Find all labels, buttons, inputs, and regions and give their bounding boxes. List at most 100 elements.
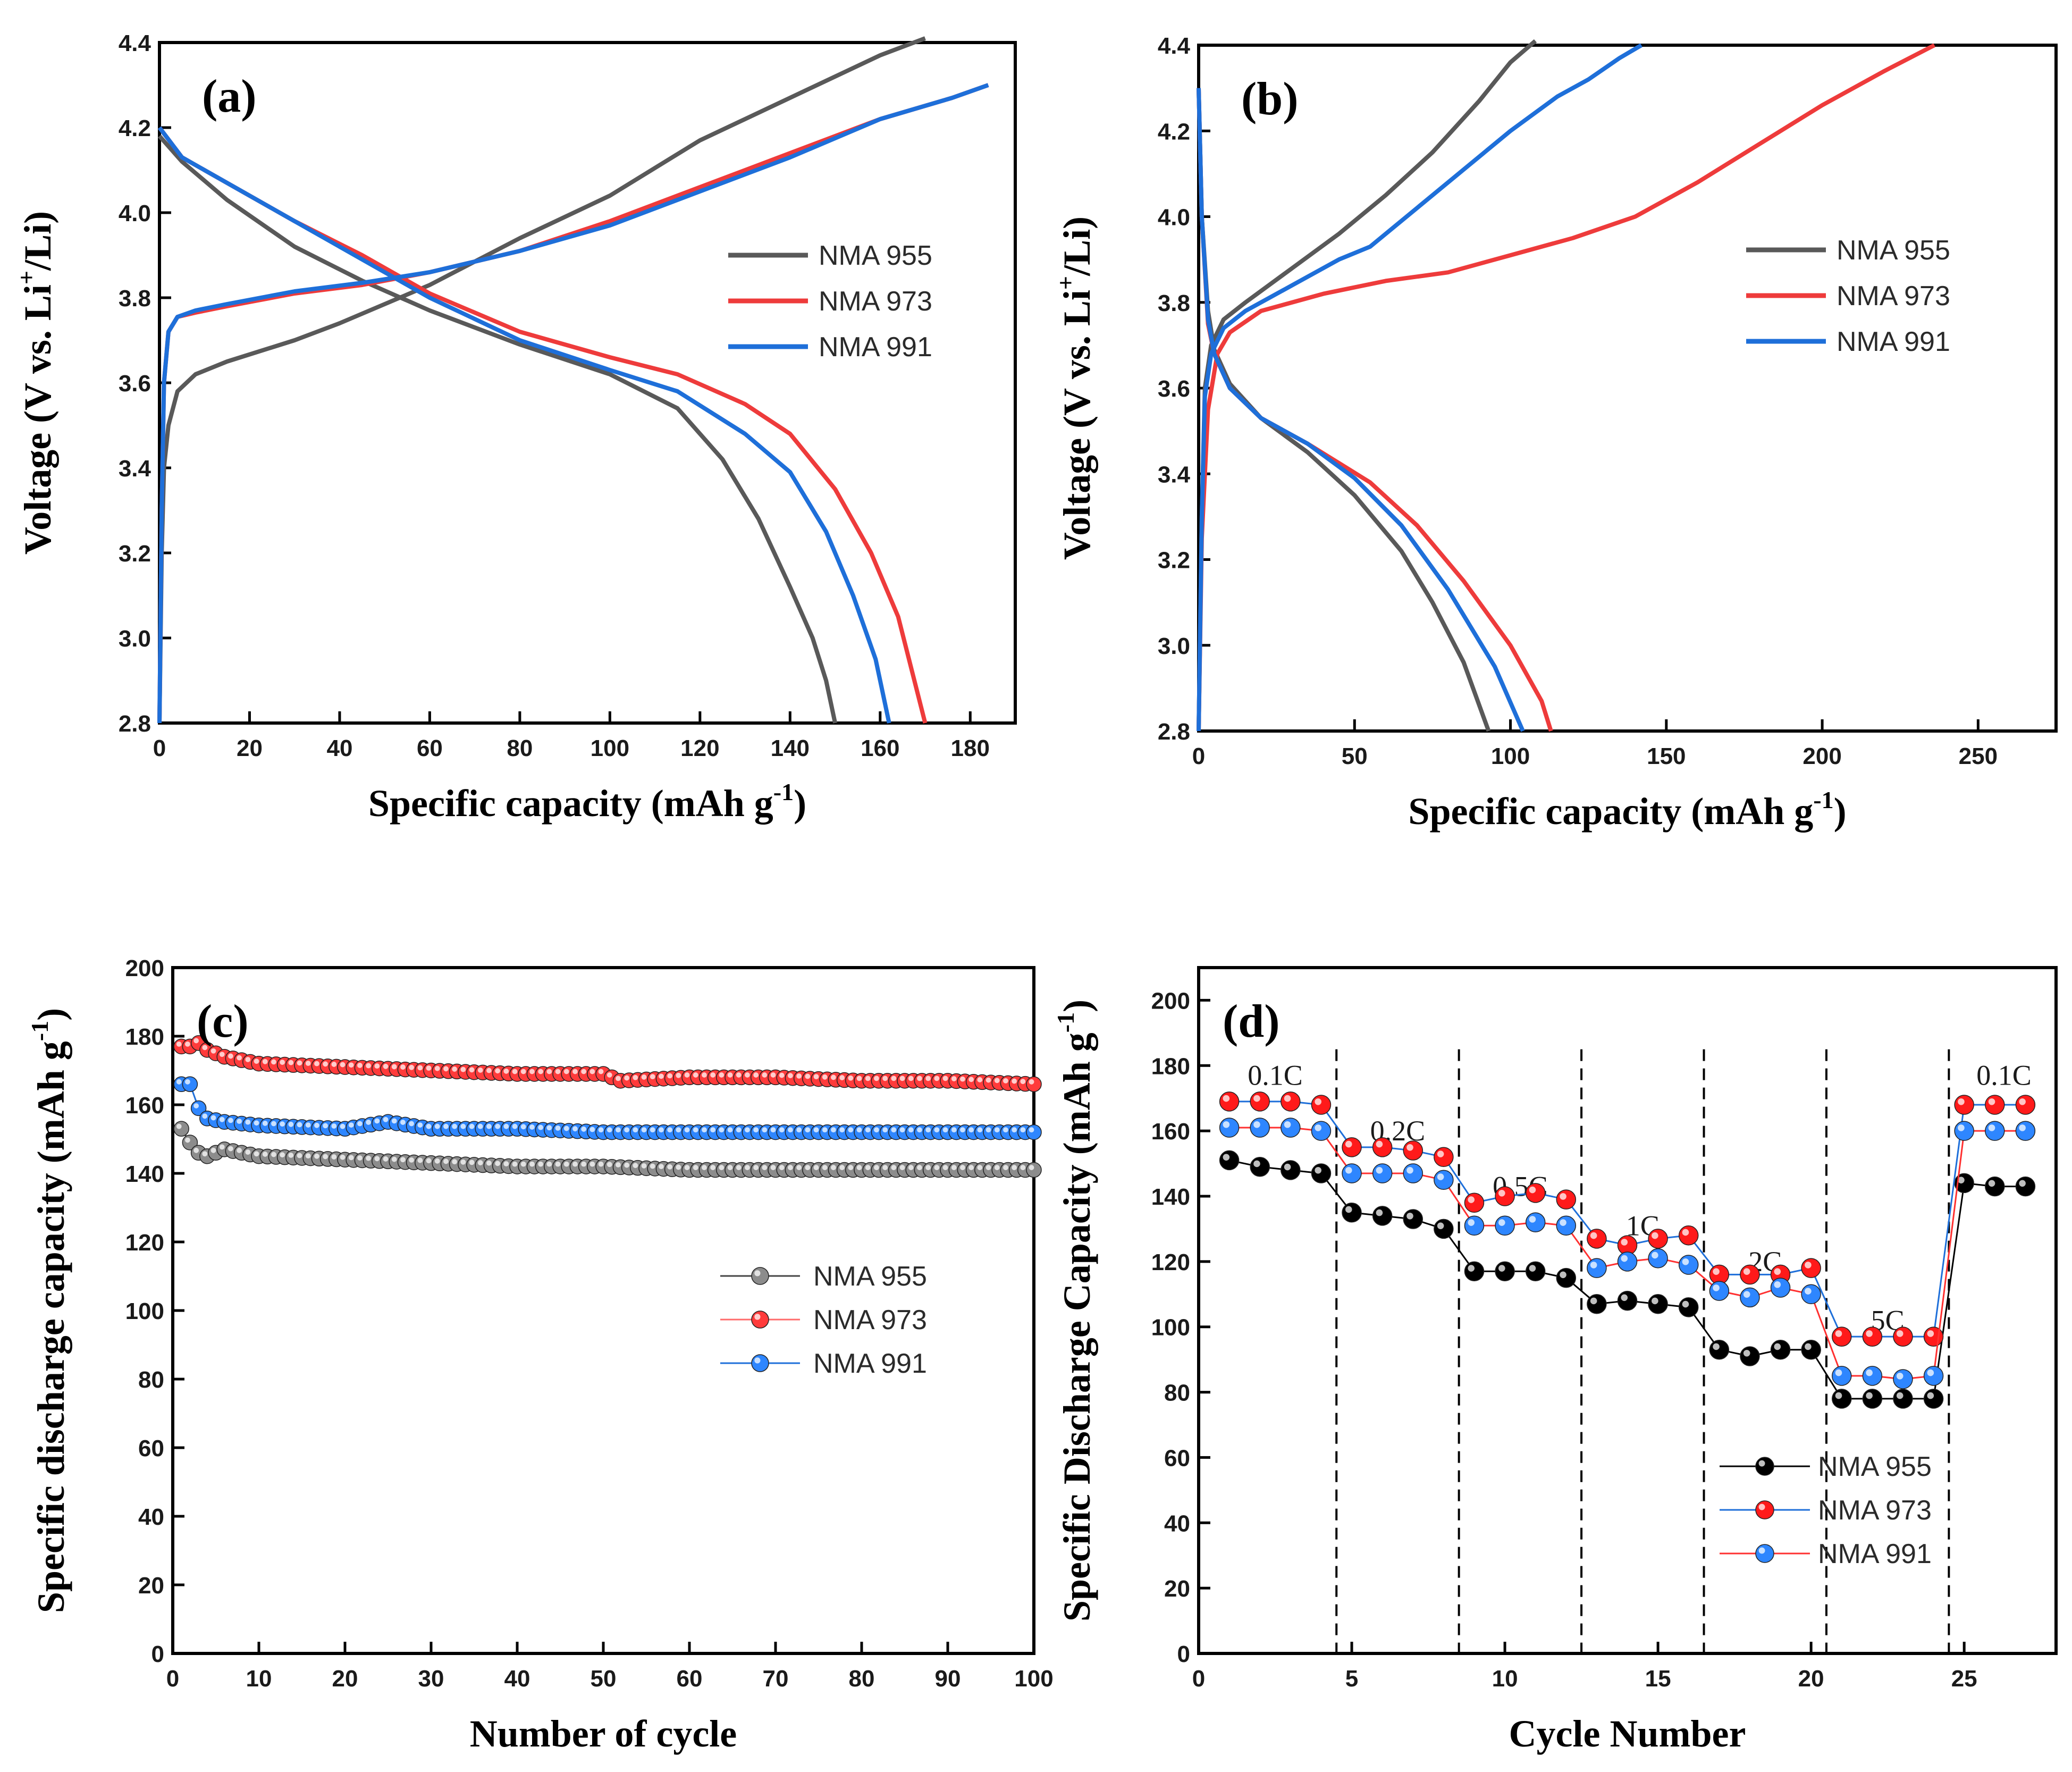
data-point-highlight [994, 1127, 1000, 1133]
data-point-highlight [297, 1122, 302, 1128]
data-point-highlight [1529, 1265, 1536, 1272]
data-point-highlight [1560, 1219, 1566, 1226]
data-point-highlight [1284, 1095, 1291, 1102]
data-point-highlight [520, 1124, 526, 1130]
data-point-highlight [1376, 1209, 1383, 1216]
data-point-highlight [572, 1126, 578, 1132]
data-point-highlight [563, 1161, 569, 1167]
data-point-highlight [331, 1154, 337, 1160]
data-point-highlight [417, 1065, 423, 1071]
data-point-highlight [374, 1156, 380, 1162]
data-point [1219, 1118, 1240, 1138]
data-point-highlight [977, 1127, 983, 1133]
data-point-highlight [1253, 1160, 1260, 1168]
y-tick-label: 3.6 [1158, 376, 1190, 402]
data-point-highlight [288, 1060, 294, 1065]
data-point [1219, 1150, 1240, 1171]
legend-marker [751, 1267, 769, 1285]
data-point-highlight [297, 1060, 302, 1066]
data-point [1862, 1389, 1883, 1409]
data-point-highlight [719, 1165, 725, 1170]
data-point-highlight [934, 1076, 940, 1081]
data-point-highlight [1468, 1219, 1475, 1226]
data-point-highlight [1468, 1265, 1475, 1272]
y-tick-label: 160 [1151, 1119, 1190, 1145]
data-point [1709, 1281, 1730, 1301]
data-point-highlight [538, 1069, 544, 1074]
data-point-highlight [219, 1144, 225, 1150]
data-point-highlight [1345, 1166, 1352, 1174]
data-point-highlight [314, 1061, 319, 1066]
legend-marker [1755, 1544, 1774, 1563]
data-point [1434, 1170, 1454, 1190]
data-point-highlight [1223, 1095, 1230, 1102]
data-point-highlight [219, 1116, 225, 1122]
data-point-highlight [340, 1123, 346, 1129]
legend-label: NMA 991 [819, 332, 932, 363]
y-tick-label: 100 [125, 1298, 164, 1324]
data-point [1372, 1137, 1393, 1157]
data-point [1648, 1229, 1668, 1249]
data-point [1893, 1369, 1913, 1389]
data-point [1801, 1339, 1821, 1360]
x-tick-label: 100 [591, 735, 629, 761]
data-point-highlight [994, 1078, 1000, 1084]
data-point-highlight [616, 1076, 621, 1081]
data-point-highlight [693, 1072, 698, 1078]
data-point-highlight [874, 1165, 879, 1170]
data-point-highlight [426, 1158, 432, 1164]
data-point-highlight [426, 1065, 432, 1071]
data-point-highlight [891, 1076, 897, 1081]
data-point-highlight [193, 1147, 199, 1153]
data-point-highlight [676, 1072, 681, 1078]
data-point-highlight [254, 1120, 259, 1126]
data-point-highlight [400, 1064, 406, 1070]
x-tick-label: 80 [849, 1666, 875, 1692]
data-point-highlight [1927, 1330, 1934, 1337]
data-point-highlight [555, 1069, 561, 1074]
x-tick-label: 10 [246, 1666, 272, 1692]
data-point-highlight [633, 1163, 638, 1169]
data-point-highlight [882, 1076, 888, 1081]
data-point-highlight [546, 1069, 552, 1074]
legend-label: NMA 973 [813, 1305, 927, 1336]
data-point-highlight [908, 1076, 914, 1081]
data-point-highlight [2019, 1124, 2026, 1131]
data-point [1281, 1160, 1301, 1180]
data-point [1250, 1118, 1270, 1138]
data-point-highlight [753, 1072, 759, 1078]
data-point-highlight [951, 1076, 957, 1081]
data-point-highlight [271, 1152, 276, 1157]
charge-curve [157, 36, 926, 724]
data-point-highlight [1029, 1079, 1034, 1085]
data-point-highlight [848, 1165, 854, 1170]
data-point-highlight [176, 1041, 182, 1047]
data-point-highlight [917, 1127, 922, 1133]
y-tick-label: 140 [125, 1161, 164, 1187]
data-point-highlight [1927, 1369, 1934, 1376]
data-point-highlight [968, 1127, 974, 1133]
data-point-highlight [434, 1065, 440, 1071]
data-point-highlight [650, 1074, 655, 1080]
data-point-highlight [951, 1165, 957, 1170]
x-tick-label: 200 [1803, 743, 1841, 769]
y-tick-label: 3.0 [1158, 633, 1190, 659]
data-point [1464, 1192, 1485, 1213]
data-point-highlight [193, 1103, 199, 1108]
data-point-highlight [770, 1165, 776, 1170]
data-point-highlight [1012, 1078, 1017, 1084]
x-tick-label: 80 [507, 735, 533, 761]
data-point-highlight [1376, 1140, 1383, 1148]
x-tick-label: 160 [861, 735, 899, 761]
data-point-highlight [193, 1038, 199, 1044]
data-point-highlight [779, 1165, 785, 1170]
data-point [1770, 1339, 1791, 1360]
x-tick-label: 20 [332, 1666, 358, 1692]
data-point [1434, 1147, 1454, 1168]
data-point-highlight [908, 1127, 914, 1133]
data-point-highlight [357, 1121, 363, 1127]
x-tick-label: 20 [237, 735, 263, 761]
data-point-highlight [899, 1076, 905, 1081]
data-point-highlight [434, 1123, 440, 1129]
data-point-highlight [546, 1161, 552, 1167]
